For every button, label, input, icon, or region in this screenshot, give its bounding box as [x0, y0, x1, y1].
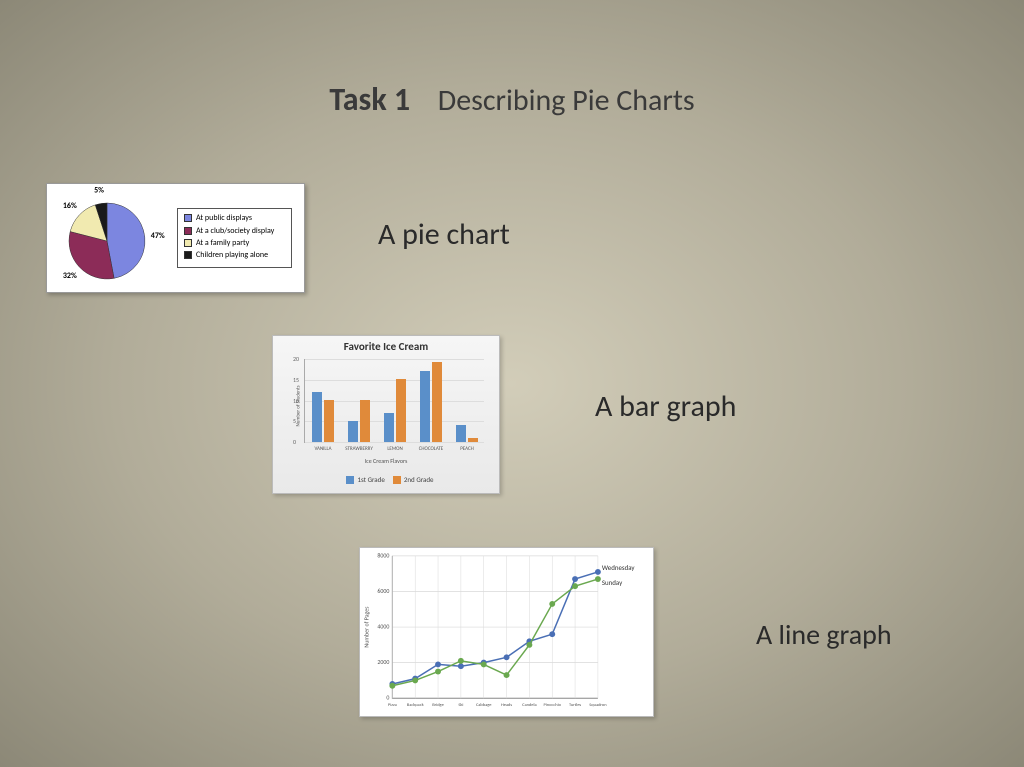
line-chart: 0 2000 4000 6000 8000 Pizza Backpack Bridge Ski C…	[359, 547, 654, 717]
bar-rect	[360, 400, 370, 442]
legend-label: At a family party	[196, 238, 249, 248]
svg-text:Turtles: Turtles	[569, 703, 581, 708]
svg-text:47%: 47%	[151, 231, 165, 241]
bar-rect	[384, 413, 394, 442]
bar-title: Favorite Ice Cream	[277, 340, 495, 353]
svg-text:8000: 8000	[377, 551, 389, 559]
svg-text:Ski: Ski	[458, 703, 463, 708]
bar-xtick: LEMON	[381, 446, 409, 452]
bar-rect	[396, 379, 406, 442]
legend-label: Children playing alone	[196, 250, 268, 260]
pie-legend-item: At a family party	[184, 238, 285, 248]
bar-axes: 05101520VANILLASTRAWBERRYLEMONCHOCOLATEP…	[304, 359, 484, 443]
svg-text:Number of Pages: Number of Pages	[363, 606, 371, 648]
svg-text:Pizza: Pizza	[388, 703, 397, 708]
svg-text:Cabbage: Cabbage	[476, 703, 492, 708]
bar-xtick: PEACH	[453, 446, 481, 452]
legend-swatch	[184, 251, 192, 259]
svg-text:32%: 32%	[63, 271, 77, 281]
bar-xtick: VANILLA	[309, 446, 337, 452]
svg-text:Backpack: Backpack	[407, 703, 424, 708]
legend-swatch	[184, 214, 192, 222]
svg-text:Sunday: Sunday	[602, 578, 623, 587]
legend-label: 2nd Grade	[404, 475, 434, 484]
svg-text:0: 0	[386, 694, 389, 702]
bar-xlabel: Ice Cream Flavors	[277, 457, 495, 465]
line-svg: 0 2000 4000 6000 8000 Pizza Backpack Bridge Ski C…	[360, 548, 653, 716]
svg-text:Pinocchio: Pinocchio	[544, 703, 562, 708]
bar-caption: A bar graph	[595, 388, 736, 425]
bar-rect	[312, 392, 322, 442]
svg-text:Wednesday: Wednesday	[602, 563, 636, 572]
svg-text:2000: 2000	[377, 658, 389, 666]
legend-label: At public displays	[196, 213, 252, 223]
title-subtitle: Describing Pie Charts	[438, 82, 695, 119]
bar-rect	[324, 400, 334, 442]
legend-label: At a club/society display	[196, 226, 274, 236]
line-caption: A line graph	[756, 617, 892, 652]
pie-chart: 47% 32% 16% 5% At public displays At a club/…	[46, 183, 305, 293]
slide-title: Task 1 Describing Pie Charts	[0, 80, 1024, 119]
bar-rect	[456, 425, 466, 442]
bar-chart: Favorite Ice Cream Number of Students 05…	[272, 335, 500, 494]
svg-text:Candela: Candela	[522, 703, 537, 708]
pie-legend-item: Children playing alone	[184, 250, 285, 260]
legend-swatch	[346, 476, 354, 484]
pie-legend-item: At public displays	[184, 213, 285, 223]
svg-text:6000: 6000	[377, 587, 389, 595]
svg-text:Bridge: Bridge	[432, 703, 444, 708]
svg-text:Squadron: Squadron	[589, 703, 607, 708]
svg-text:Heads: Heads	[501, 703, 512, 708]
pie-legend: At public displays At a club/society disp…	[177, 208, 292, 268]
pie-caption: A pie chart	[378, 216, 510, 253]
svg-text:16%: 16%	[63, 201, 77, 211]
pie-legend-item: At a club/society display	[184, 226, 285, 236]
bar-rect	[432, 362, 442, 442]
legend-swatch	[184, 239, 192, 247]
bar-rect	[348, 421, 358, 442]
legend-label: 1st Grade	[357, 475, 384, 484]
legend-swatch	[393, 476, 401, 484]
legend-swatch	[184, 227, 192, 235]
svg-text:4000: 4000	[377, 622, 389, 630]
bar-rect	[468, 438, 478, 442]
bar-ylabel: Number of Students	[296, 385, 302, 426]
svg-text:5%: 5%	[94, 186, 104, 196]
bar-legend: 1st Grade 2nd Grade	[277, 475, 495, 484]
bar-rect	[420, 371, 430, 442]
title-bold: Task 1	[329, 80, 410, 119]
bar-xtick: CHOCOLATE	[417, 446, 445, 452]
bar-plot: Number of Students 05101520VANILLASTRAWB…	[286, 355, 486, 457]
bar-xtick: STRAWBERRY	[345, 446, 373, 452]
pie-svg: 47% 32% 16% 5%	[47, 183, 177, 293]
